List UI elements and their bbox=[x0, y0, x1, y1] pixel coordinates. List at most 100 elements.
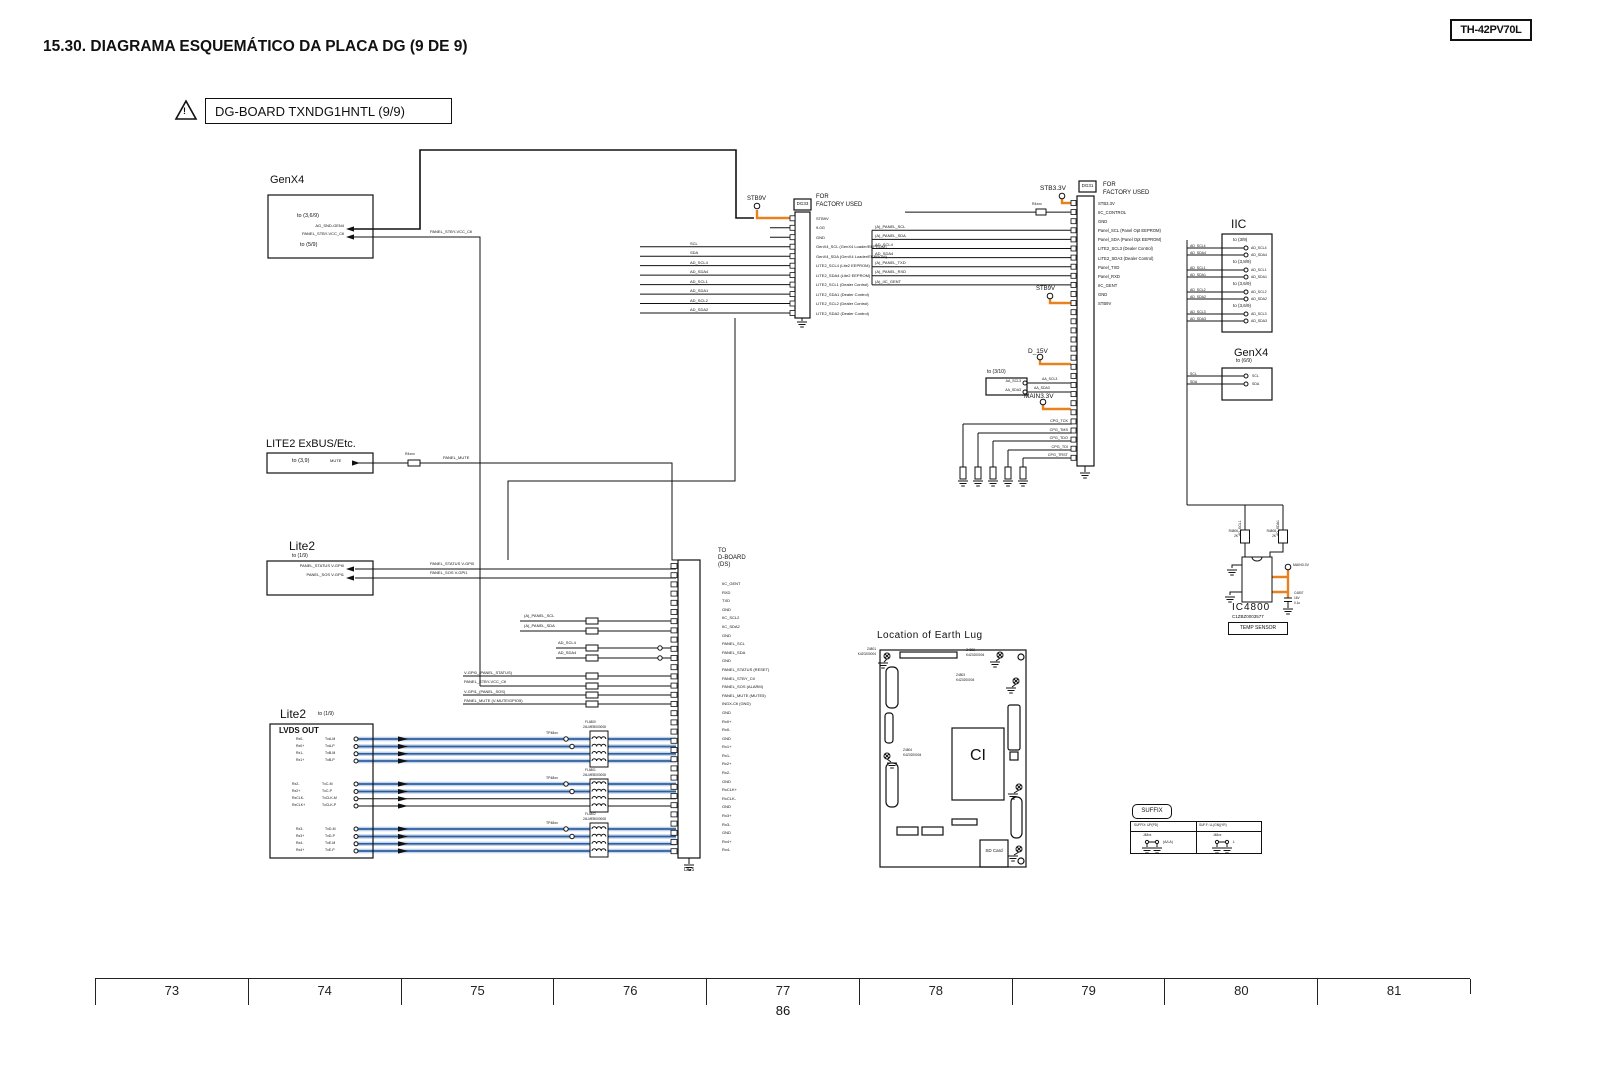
dg33-wire-label: AD_SCL2 bbox=[690, 297, 708, 303]
lite2-wire2: PANEL_SOS V-GPI1 bbox=[430, 570, 468, 575]
lug-part-1: K4Z0200004 bbox=[966, 652, 985, 657]
lvds-g3-inner: Rx3- Rx3+ Rx4- Rx4+ bbox=[296, 826, 304, 855]
dboard-pin-label: PANEL_STATUS (RESET) bbox=[722, 666, 770, 672]
ruler-number: 73 bbox=[95, 979, 248, 1005]
dboard-pin-label: GND bbox=[722, 709, 731, 715]
board-label: DG-BOARD TXNDG1HNTL (9/9) bbox=[205, 98, 452, 124]
conn-label-a: (A)_PANEL_SCL bbox=[524, 613, 555, 618]
ic4800-cap2: 16V bbox=[1294, 596, 1300, 600]
list-item: TxA-M bbox=[325, 736, 336, 741]
iic-wire: AD_SDA3 bbox=[1190, 316, 1206, 321]
exbus-pin: MUTE bbox=[330, 458, 342, 463]
iic-pin: AD_SCL4 bbox=[1251, 245, 1267, 250]
earth-title: Location of Earth Lug bbox=[877, 630, 983, 641]
list-item: Rx2+ bbox=[292, 788, 301, 793]
lite2-row2: PANEL_SOS V-GPI1 bbox=[306, 572, 345, 577]
lug-ref-0: Z4801 bbox=[866, 647, 876, 651]
dboard-title-2: D-BOARD bbox=[718, 555, 746, 561]
dboard-pin-label: PANEL_SCL bbox=[722, 641, 745, 647]
dboard-pin-label: GND bbox=[722, 632, 731, 638]
ruler-number: 75 bbox=[400, 979, 554, 1005]
dboard-pin-label: RxCLK- bbox=[722, 795, 737, 801]
dboard-pin-label: PANEL_STBY_Ctl bbox=[722, 675, 755, 681]
exbus-res: R4xxx bbox=[405, 452, 415, 456]
lvds-g2-pins: TxC-M TxC-P TxCLK-M TxCLK-P bbox=[322, 781, 337, 810]
suffix-jumpers bbox=[1141, 839, 1233, 854]
dg31-res-label: R4xxx bbox=[1032, 202, 1042, 206]
sd-card-label: SD Card bbox=[985, 848, 1003, 853]
iic-wire: AD_SCL4 bbox=[1190, 243, 1206, 248]
lite2-wire1: PANEL_STATUS V-GPI0 bbox=[430, 561, 475, 566]
lvds-g3-pins: TxD-M TxD-P TxE-M TxE-P bbox=[325, 826, 336, 855]
genx4-left-to2: to (5/9) bbox=[300, 242, 318, 248]
dg33-power-label: STB9V bbox=[747, 196, 767, 202]
list-item: Rx4+ bbox=[296, 848, 305, 853]
dboard-pin-label: GND bbox=[722, 606, 731, 612]
lug-part-3: K4Z0200004 bbox=[903, 752, 922, 757]
left-mid-labels: V-GPI0_(PANEL_STATUS) PANEL_STBY-VCC_Ctl V… bbox=[464, 668, 523, 705]
dg31-pin-label: LITE2_SDA3 (Dealer Control) bbox=[1098, 255, 1154, 261]
dboard-pin-label: Rx3+ bbox=[722, 813, 732, 819]
to310-sig-b: AA_SDA3 bbox=[1005, 388, 1021, 392]
dboard-pin-label: GND bbox=[722, 735, 731, 741]
left-mid-label: V-GPI0_(PANEL_STATUS) bbox=[464, 670, 513, 675]
dboard-pin-label: Rx0- bbox=[722, 727, 731, 733]
suffix-jumper-1: J48xx bbox=[1143, 833, 1152, 837]
dg33-pin-label: GND bbox=[816, 234, 825, 240]
dg31-pin-label: IIC_CONTROL bbox=[1098, 210, 1127, 216]
dboard-pin-label: TXD bbox=[722, 598, 730, 604]
dg31-pin-label: Panel_SDA (Panel Opt EEPROM) bbox=[1098, 237, 1162, 243]
suffix-jumper-2: J48xx bbox=[1213, 833, 1222, 837]
to310-sig-a: AA_SCL3 bbox=[1005, 379, 1021, 383]
direction-arrows bbox=[398, 736, 408, 854]
ci-label: CI bbox=[970, 747, 986, 764]
dg33-pin-labels: STB9V 9-0G GND GenX4_SCL (GenX4 Loader/EEPR… bbox=[816, 214, 887, 318]
dboard-pin-label: Rx1+ bbox=[722, 744, 732, 750]
dg31-pin-label: STB3.3V bbox=[1098, 201, 1115, 206]
genx4-left-sig2: PANEL_STBY-VCC_Ctl bbox=[301, 231, 344, 236]
iic-wire: AD_SDA1 bbox=[1190, 272, 1206, 277]
iic-wire: AD_SDA2 bbox=[1190, 294, 1206, 299]
power-symbols bbox=[753, 192, 1292, 571]
iic-pin: AD_SCL1 bbox=[1251, 267, 1267, 272]
lite2-row1: PANEL_STATUS V-GPI0 bbox=[299, 563, 344, 568]
dboard-pin-label: GND bbox=[722, 830, 731, 836]
to310-wire-b: AA_SDA3 bbox=[1034, 386, 1050, 390]
tp-label: TP48xx bbox=[546, 776, 558, 780]
lvds-to: to (1/9) bbox=[318, 711, 334, 717]
list-item: TxE-M bbox=[325, 841, 336, 846]
list-item: TxD-M bbox=[325, 826, 336, 831]
ic4800-power: MAIN3.3V bbox=[1293, 563, 1309, 567]
lite2-to: to (1/9) bbox=[292, 553, 308, 559]
genx4-right-wire: SCL bbox=[1190, 371, 1197, 376]
list-item: TxCLK-M bbox=[322, 796, 337, 801]
ic4800-cap3: 0.1u bbox=[1294, 601, 1301, 605]
d15v-label: D_15V bbox=[1028, 348, 1048, 355]
list-item: Rx0+ bbox=[296, 743, 305, 748]
suffix-tag-2: L bbox=[1233, 840, 1235, 844]
mid-trunk-label: AD_SCL4 bbox=[875, 242, 893, 248]
iic-pin: AD_SDA1 bbox=[1251, 274, 1267, 279]
list-item: Rx3+ bbox=[296, 833, 305, 838]
dg33-wire-labels: SCL SDA AD_SCL4 AD_SDA4 AD_SCL1 AD_SDA1 AD_SCL… bbox=[690, 239, 708, 315]
lug-part-2: K4Z0200004 bbox=[956, 677, 975, 682]
lug-part-0: K4Z0200004 bbox=[857, 651, 876, 656]
main33v-label: MAIN3.3V bbox=[1024, 393, 1054, 400]
ruler: 73 74 75 76 77 78 79 80 81 bbox=[95, 978, 1470, 1005]
dboard-title-3: (DS) bbox=[718, 562, 731, 568]
dg33-pin-label: STB9V bbox=[816, 216, 829, 221]
temp-sensor-ic bbox=[1241, 556, 1273, 603]
block-pin-arrows bbox=[346, 226, 360, 581]
iic-to-3: to (3,6/9) bbox=[1233, 303, 1252, 308]
ruler-number: 76 bbox=[553, 979, 706, 1005]
dg33-pin-label: 9-0G bbox=[816, 225, 825, 231]
iic-to-1: to (3,8/9) bbox=[1233, 259, 1252, 264]
temp-sensor-label: TEMP SENSOR bbox=[1228, 622, 1288, 635]
iic-pin: AD_SCL2 bbox=[1251, 289, 1267, 294]
iic-pin: AD_SDA2 bbox=[1251, 296, 1267, 301]
mid-trunk-label: AD_SDA4 bbox=[875, 251, 894, 257]
suffix-header-2: SUF.F: LL(GN)(YR) bbox=[1199, 823, 1227, 827]
genx4-right-to: to (6/9) bbox=[1236, 358, 1252, 364]
